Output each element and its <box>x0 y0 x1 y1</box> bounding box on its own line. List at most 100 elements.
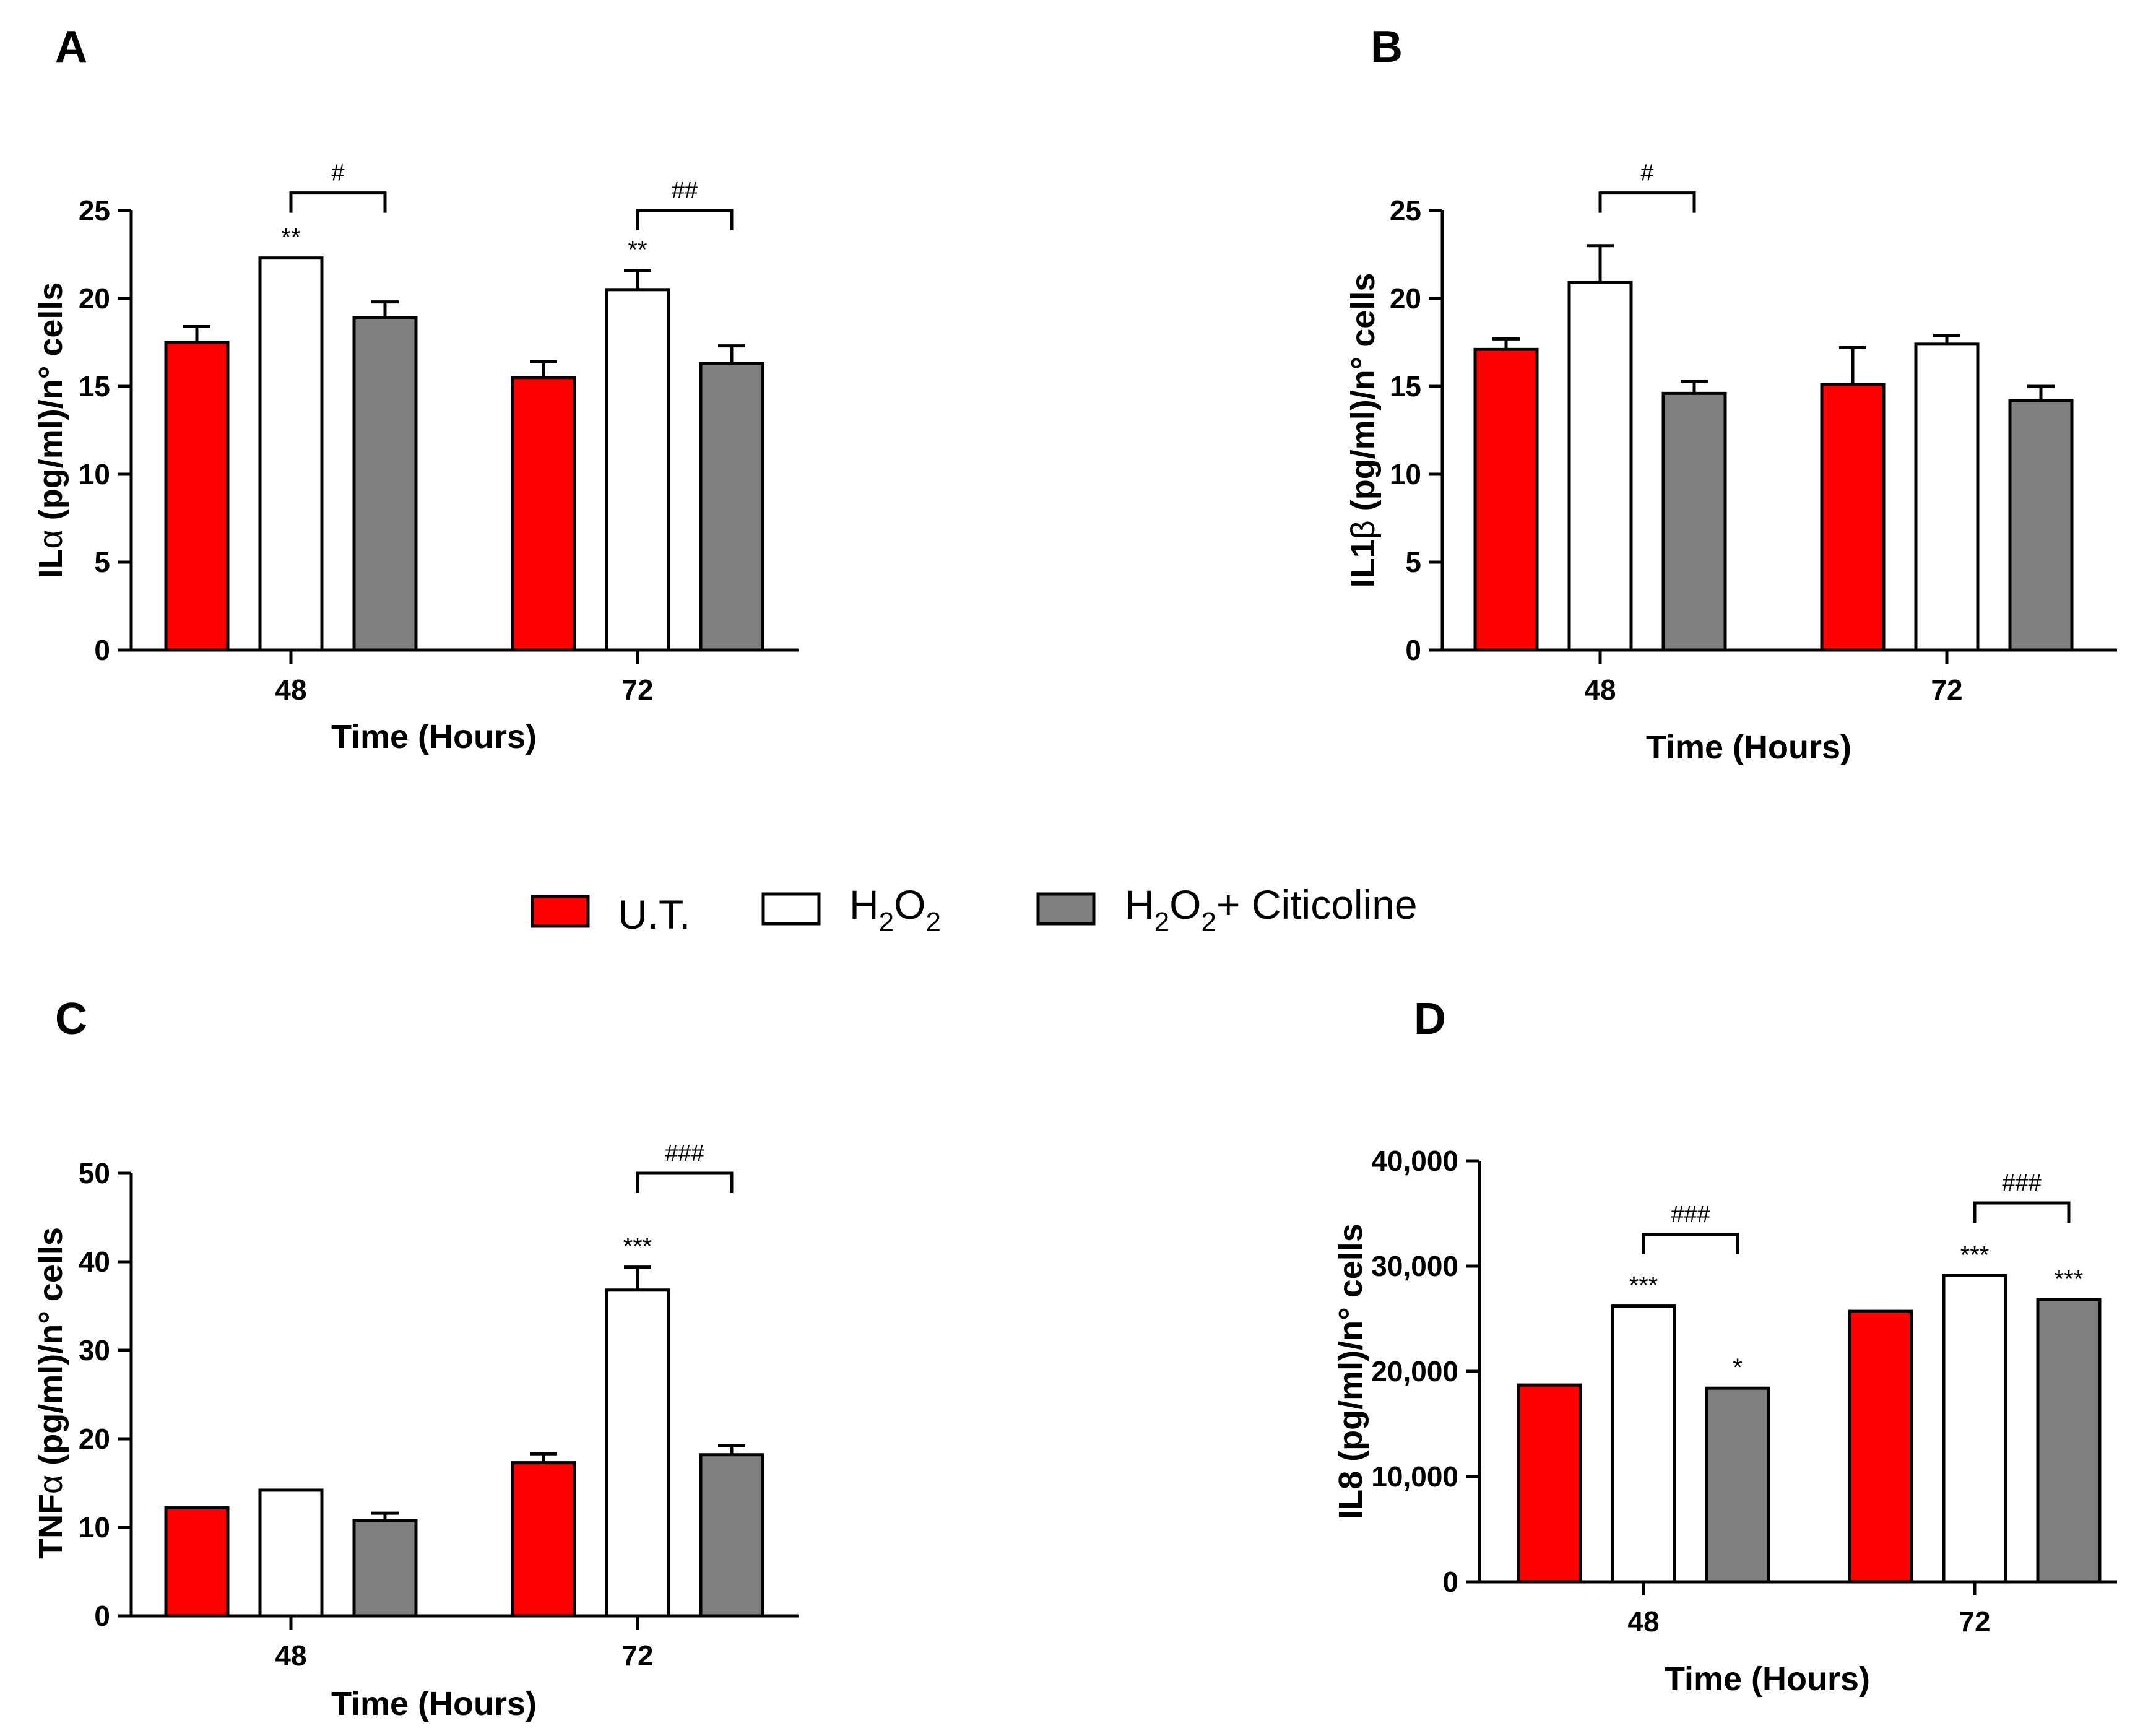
bar-ut <box>164 341 230 652</box>
bar-citicoline <box>1705 1386 1770 1584</box>
bar-h2o2 <box>1611 1304 1676 1584</box>
bar-h2o2 <box>1567 280 1633 652</box>
bar-ut <box>1517 1383 1582 1584</box>
bar-ut <box>511 376 576 652</box>
panel-letter-d: D <box>1414 994 1446 1044</box>
significance-stars: ** <box>281 224 300 251</box>
comparison-bracket <box>1642 1233 1739 1254</box>
bar-citicoline <box>2036 1298 2102 1584</box>
legend-swatch-h2o2 <box>761 892 821 926</box>
legend: U.T. H2O2 H2O2+ Citicoline <box>531 882 1418 937</box>
bar-h2o2 <box>605 1288 670 1618</box>
bar-h2o2 <box>1942 1274 2007 1584</box>
significance-stars: ** <box>628 237 647 264</box>
bar-h2o2 <box>258 1488 324 1618</box>
y-tick-label: 0 <box>1405 634 1421 666</box>
bar-ut <box>1848 1309 1913 1584</box>
x-axis-title-c: Time (Hours) <box>331 1685 537 1722</box>
bar-citicoline <box>1661 391 1727 652</box>
y-tick-label: 15 <box>1390 370 1421 402</box>
significance-stars: * <box>1733 1354 1743 1381</box>
bracket-label: ### <box>665 1140 704 1166</box>
bracket-label: ### <box>1671 1202 1710 1228</box>
comparison-bracket <box>636 209 734 230</box>
panel-letter-a: A <box>55 22 87 72</box>
bar-h2o2 <box>258 256 324 652</box>
y-tick-label: 50 <box>79 1157 110 1189</box>
y-axis-title-d: IL8 (pg/ml)/n° cells <box>1332 1223 1369 1519</box>
legend-item-h2o2: H2O2 <box>761 882 941 937</box>
legend-label-ut: U.T. <box>618 892 690 937</box>
y-tick-label: 5 <box>1405 546 1421 578</box>
comparison-bracket <box>1973 1201 2071 1223</box>
x-tick-label: 72 <box>621 1639 653 1672</box>
y-tick-label: 40 <box>79 1246 110 1278</box>
panel-letter-b: B <box>1371 22 1403 72</box>
y-tick-label: 20,000 <box>1371 1355 1458 1387</box>
y-tick-label: 10 <box>79 1511 110 1543</box>
x-axis-title-a: Time (Hours) <box>331 718 537 755</box>
bracket-label: # <box>331 160 344 186</box>
y-tick-label: 20 <box>1390 282 1421 315</box>
legend-swatch-citicoline <box>1036 892 1096 926</box>
chart-a: A 0 5 10 15 20 25 48 72 Time (Hours) ILα (pg/ml)/n… <box>32 22 799 755</box>
bar-ut <box>511 1461 576 1618</box>
y-tick-label: 10,000 <box>1371 1460 1458 1493</box>
comparison-bracket <box>1598 191 1696 213</box>
y-tick-label: 20 <box>79 1423 110 1455</box>
bar-citicoline <box>352 316 418 652</box>
legend-label-h2o2: H2O2 <box>849 882 941 937</box>
bar-h2o2 <box>605 288 670 652</box>
chart-b: B 0 5 10 15 20 25 48 72 Time (Hours) IL1β (pg/ml)/… <box>1345 22 2117 766</box>
x-tick-label: 72 <box>621 674 653 706</box>
y-tick-label: 25 <box>1390 194 1421 227</box>
significance-stars: *** <box>1960 1241 1990 1269</box>
bar-h2o2 <box>1914 342 1980 652</box>
y-axis-title-b: IL1β (pg/ml)/n° cells <box>1345 273 1382 588</box>
chart-c: C 0 10 20 30 40 50 48 72 Time (Hours) TNFα (pg/ml)… <box>32 994 799 1722</box>
legend-label-citicoline: H2O2+ Citicoline <box>1125 882 1418 937</box>
x-tick-label: 72 <box>1931 674 1962 706</box>
significance-stars: *** <box>1629 1272 1658 1300</box>
x-tick-label: 48 <box>1584 674 1616 706</box>
y-tick-label: 0 <box>94 634 110 666</box>
chart-d: D 0 10,000 20,000 30,000 40,000 48 72 Time (Hour… <box>1332 994 2117 1698</box>
bar-ut <box>1473 347 1539 652</box>
bar-citicoline <box>699 1453 764 1618</box>
bracket-label: ## <box>672 178 698 204</box>
y-tick-label: 30 <box>79 1334 110 1366</box>
legend-item-citicoline: H2O2+ Citicoline <box>1036 882 1418 937</box>
x-tick-label: 72 <box>1959 1605 1990 1638</box>
y-axis-title-a: ILα (pg/ml)/n° cells <box>32 282 69 579</box>
x-axis-title-b: Time (Hours) <box>1646 729 1851 766</box>
y-tick-label: 15 <box>79 370 110 402</box>
y-tick-label: 20 <box>79 282 110 315</box>
bar-citicoline <box>2008 399 2074 652</box>
bar-ut <box>1820 383 1886 652</box>
bracket-label: ### <box>2002 1170 2041 1196</box>
y-axis-title-c: TNFα (pg/ml)/n° cells <box>32 1227 69 1559</box>
y-tick-label: 10 <box>1390 458 1421 490</box>
y-tick-label: 25 <box>79 194 110 227</box>
legend-swatch-ut <box>531 895 590 928</box>
legend-item-ut: U.T. <box>531 892 690 937</box>
y-tick-label: 5 <box>94 546 110 578</box>
y-tick-label: 10 <box>79 458 110 490</box>
bar-ut <box>164 1506 230 1618</box>
panel-letter-c: C <box>55 994 87 1044</box>
y-tick-label: 30,000 <box>1371 1250 1458 1282</box>
y-tick-label: 40,000 <box>1371 1145 1458 1177</box>
x-axis-title-d: Time (Hours) <box>1665 1660 1870 1698</box>
bracket-label: # <box>1640 160 1653 186</box>
comparison-bracket <box>289 191 387 213</box>
significance-stars: *** <box>2055 1265 2084 1293</box>
comparison-bracket <box>636 1171 734 1193</box>
significance-stars: *** <box>623 1233 652 1261</box>
bar-citicoline <box>352 1519 418 1618</box>
x-tick-label: 48 <box>275 674 306 706</box>
y-tick-label: 0 <box>1442 1566 1458 1598</box>
x-tick-label: 48 <box>275 1639 306 1672</box>
x-tick-label: 48 <box>1627 1605 1659 1638</box>
bar-citicoline <box>699 362 764 652</box>
